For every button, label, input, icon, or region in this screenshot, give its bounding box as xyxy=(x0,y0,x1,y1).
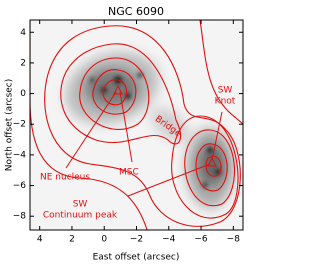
x-axis-label: East offset (arcsec) xyxy=(93,253,180,263)
annotation: Continuum peak xyxy=(43,211,118,221)
arrow xyxy=(127,163,211,197)
y-tick-label: −4 xyxy=(13,150,27,160)
sw-marker xyxy=(207,156,217,167)
y-tick-label: 4 xyxy=(20,28,26,38)
x-tick-label: 2 xyxy=(69,235,75,245)
y-tick-label: −8 xyxy=(13,212,27,222)
y-axis-label: North offset (arcsec) xyxy=(5,79,15,172)
x-tick-label: −2 xyxy=(130,235,143,245)
chart-title: NGC 6090 xyxy=(108,5,164,18)
arrow xyxy=(119,91,133,163)
x-tick-label: 4 xyxy=(37,235,43,245)
x-tick-label: 0 xyxy=(101,235,107,245)
annotation: SW xyxy=(218,86,233,96)
y-tick-label: 0 xyxy=(20,89,26,99)
x-tick-label: −6 xyxy=(194,235,208,245)
x-tick-label: −4 xyxy=(162,235,176,245)
galaxy-image xyxy=(30,20,243,230)
y-tick-label: −2 xyxy=(13,120,26,130)
arrow xyxy=(65,91,117,169)
arrow xyxy=(211,111,223,161)
annotation: Knot xyxy=(215,97,236,107)
y-tick-label: −6 xyxy=(13,181,27,191)
annotation: SW xyxy=(73,200,88,210)
chart: NE nucleus MSC Bridge SW Knot SW Continu… xyxy=(5,5,244,263)
annotation: NE nucleus xyxy=(40,173,90,183)
y-tick-label: 2 xyxy=(20,58,26,68)
nucleus-marker xyxy=(113,84,123,95)
x-tick-label: −8 xyxy=(227,235,241,245)
markers xyxy=(65,84,223,197)
contours xyxy=(30,20,243,230)
annotation: MSC xyxy=(119,168,139,178)
